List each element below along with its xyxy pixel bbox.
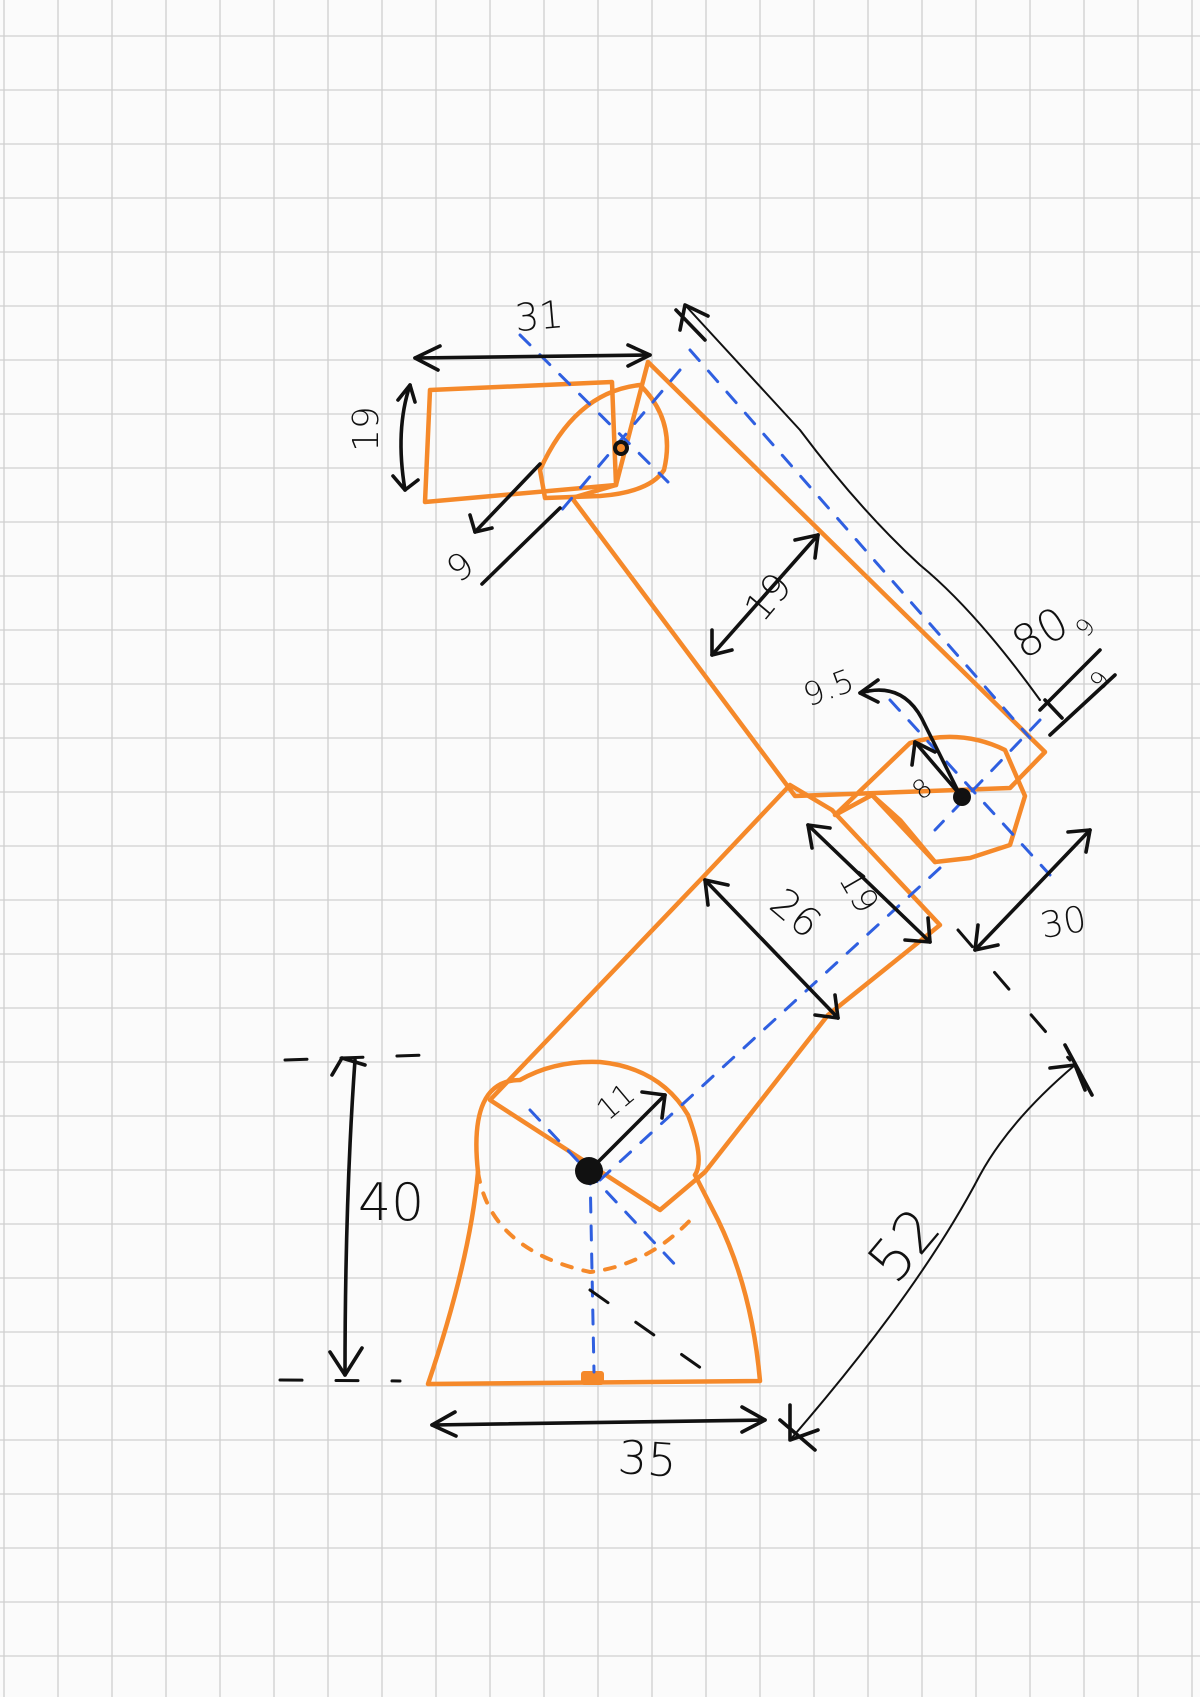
dim-upper-arm-length xyxy=(684,304,1041,701)
dim-arrow xyxy=(740,1405,767,1434)
dim-base-height xyxy=(343,1058,357,1377)
dim-arrow xyxy=(640,1090,667,1120)
dim-arrow xyxy=(468,513,494,534)
label-arm-length: 80 xyxy=(1003,597,1077,669)
dim-arrow xyxy=(330,1056,367,1077)
elbow-block-inner xyxy=(869,792,938,865)
dim-dashed-diagonal xyxy=(588,1288,717,1380)
dim-arrow xyxy=(396,383,417,404)
dim-base-height-ext-top xyxy=(283,1053,427,1062)
dim-arrow xyxy=(973,923,1000,952)
dim-elbow-block-width xyxy=(806,823,932,944)
dim-elbow-radius xyxy=(858,688,962,797)
elbow-axis xyxy=(888,698,1052,877)
label-top-height: 19 xyxy=(346,406,387,452)
label-base-height: 40 xyxy=(358,1173,424,1233)
dim-base-height-ext-bottom xyxy=(278,1378,402,1383)
dim-elbow-inner xyxy=(913,740,964,799)
dim-end-small xyxy=(1038,648,1102,712)
dim-arrow xyxy=(626,343,652,368)
dim-top-height xyxy=(399,383,412,492)
dim-arrow xyxy=(710,628,734,657)
dim-arrow xyxy=(328,1346,364,1377)
dim-lower-arm-length xyxy=(789,1064,1076,1441)
elbow-axis-cross xyxy=(933,718,1042,832)
dim-arrow xyxy=(903,916,932,944)
label-lower-arm-end: 30 xyxy=(1037,899,1089,947)
dim-base-width xyxy=(430,1418,767,1427)
dim-arrow xyxy=(413,344,442,372)
dim-arrow xyxy=(430,1410,458,1438)
dimension-lines xyxy=(278,303,1117,1452)
robot-arm-outline xyxy=(422,359,1048,1387)
label-elbow-block-width: 19 xyxy=(830,863,886,920)
dim-arrow xyxy=(703,878,730,907)
dim-arrow xyxy=(910,740,937,767)
label-lower-arm-width: 26 xyxy=(761,880,830,948)
base-axis-diagonal xyxy=(528,1108,682,1272)
dim-top-radius xyxy=(473,462,542,534)
lower-arm-link xyxy=(487,782,943,1213)
dim-arrow xyxy=(1066,828,1092,854)
label-top-width: 31 xyxy=(513,292,565,340)
dim-base-radius xyxy=(590,1093,667,1170)
upper-arm-centerline xyxy=(688,348,1032,740)
top-pivot-lobe xyxy=(537,382,670,501)
upper-arm-link xyxy=(569,359,1048,799)
lower-arm-centerline xyxy=(598,866,942,1182)
top-pivot-inner xyxy=(617,444,625,452)
base-body xyxy=(425,1169,763,1387)
dim-arrow xyxy=(678,303,710,332)
dim-top-radius-tail xyxy=(480,506,562,586)
dimension-labels: 31 19 9 19 80 9 9 9.5 8 19 26 30 11 40 5… xyxy=(346,292,1115,1488)
label-lower-arm-length: 52 xyxy=(854,1195,954,1295)
dim-arrow xyxy=(788,1403,820,1442)
label-elbow-radius: 9.5 xyxy=(798,661,859,714)
dim-arrow xyxy=(391,474,420,492)
label-end-small-2: 9 xyxy=(1084,665,1115,695)
top-axis-diagonal xyxy=(518,333,670,484)
dim-arrow xyxy=(793,533,820,560)
dim-arrow xyxy=(806,823,832,850)
dim-arrow xyxy=(858,678,880,704)
dim-arrow xyxy=(813,993,840,1020)
label-top-radius: 9 xyxy=(440,544,482,591)
base-axis-vertical xyxy=(588,1168,596,1374)
dim-end-tick xyxy=(1043,698,1064,720)
dim-lower-arm-width xyxy=(703,878,840,1020)
dim-lower-arm-end xyxy=(973,828,1092,952)
dim-lower-arm-length-ext xyxy=(1063,1043,1094,1097)
dim-arm-width xyxy=(710,533,820,657)
base-pivot-circle xyxy=(474,1059,701,1178)
dim-top-width xyxy=(413,353,652,360)
label-base-width: 35 xyxy=(616,1430,678,1488)
dim-upper-arm-ext xyxy=(674,308,707,342)
dim-end-small-2 xyxy=(1048,673,1117,737)
base-pivot-circle-lower xyxy=(476,1170,697,1275)
dim-base-corner-tick xyxy=(778,1418,817,1452)
base-anchor-mark xyxy=(581,1371,604,1385)
